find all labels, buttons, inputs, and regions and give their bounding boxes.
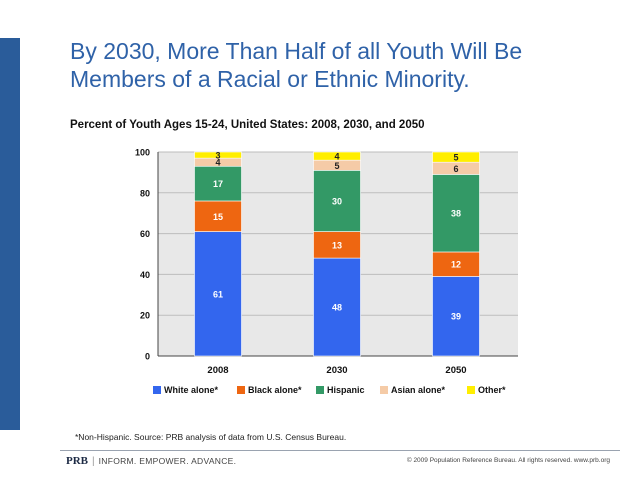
title-line-1: By 2030, More Than Half of all Youth Wil…	[70, 38, 523, 64]
footnote: *Non-Hispanic. Source: PRB analysis of d…	[75, 432, 347, 442]
left-accent-bar	[0, 38, 20, 430]
bar-data-label: 5	[334, 161, 339, 171]
y-tick-label: 20	[140, 311, 150, 321]
y-tick-label: 100	[135, 148, 150, 158]
y-tick-label: 60	[140, 229, 150, 239]
slide-title: By 2030, More Than Half of all Youth Wil…	[70, 37, 610, 93]
bar-data-label: 4	[215, 158, 220, 168]
bar-data-label: 4	[334, 152, 339, 162]
bar-data-label: 17	[213, 179, 223, 189]
legend-label: White alone*	[164, 385, 219, 395]
bar-segment	[432, 151, 480, 163]
footer-tagline: INFORM. EMPOWER. ADVANCE.	[98, 456, 237, 466]
y-tick-label: 40	[140, 270, 150, 280]
bar-data-label: 48	[332, 303, 342, 313]
legend-swatch	[467, 386, 475, 394]
bar-data-label: 6	[453, 164, 458, 174]
bar-segment	[432, 251, 480, 277]
chart-subtitle: Percent of Youth Ages 15-24, United Stat…	[70, 119, 425, 131]
bar-segment	[313, 170, 361, 232]
bar-segment	[194, 231, 242, 357]
bar-segment	[194, 151, 242, 159]
bar-data-label: 61	[213, 289, 223, 299]
y-tick-label: 80	[140, 188, 150, 198]
title-line-2: Members of a Racial or Ethnic Minority.	[70, 66, 470, 92]
legend-swatch	[316, 386, 324, 394]
bar-segment	[313, 231, 361, 259]
footer-divider	[60, 450, 620, 451]
bar-segment	[313, 257, 361, 357]
footer-brand: PRB | INFORM. EMPOWER. ADVANCE.	[66, 455, 237, 467]
legend-swatch	[153, 386, 161, 394]
bar-data-label: 38	[451, 209, 461, 219]
legend-label: Other*	[478, 385, 506, 395]
y-tick-label: 0	[145, 352, 150, 362]
legend-swatch	[380, 386, 388, 394]
bar-data-label: 5	[453, 153, 458, 163]
legend-label: Black alone*	[248, 385, 302, 395]
prb-logo-text: PRB	[66, 455, 88, 467]
bar-segment	[313, 151, 361, 161]
bar-segment	[194, 200, 242, 232]
bar-data-label: 15	[213, 212, 223, 222]
legend-label: Asian alone*	[391, 385, 446, 395]
x-tick-label: 2008	[207, 365, 228, 376]
legend-swatch	[237, 386, 245, 394]
x-tick-label: 2050	[445, 365, 466, 376]
legend-label: Hispanic	[327, 385, 365, 395]
bar-data-label: 39	[451, 312, 461, 322]
bar-data-label: 3	[215, 151, 220, 161]
bar-segment	[194, 165, 242, 202]
copyright: © 2009 Population Reference Bureau. All …	[406, 457, 610, 464]
x-tick-label: 2030	[326, 365, 347, 376]
bar-segment	[432, 174, 480, 253]
bar-data-label: 13	[332, 240, 342, 250]
bar-data-label: 12	[451, 260, 461, 270]
bar-data-label: 30	[332, 196, 342, 206]
